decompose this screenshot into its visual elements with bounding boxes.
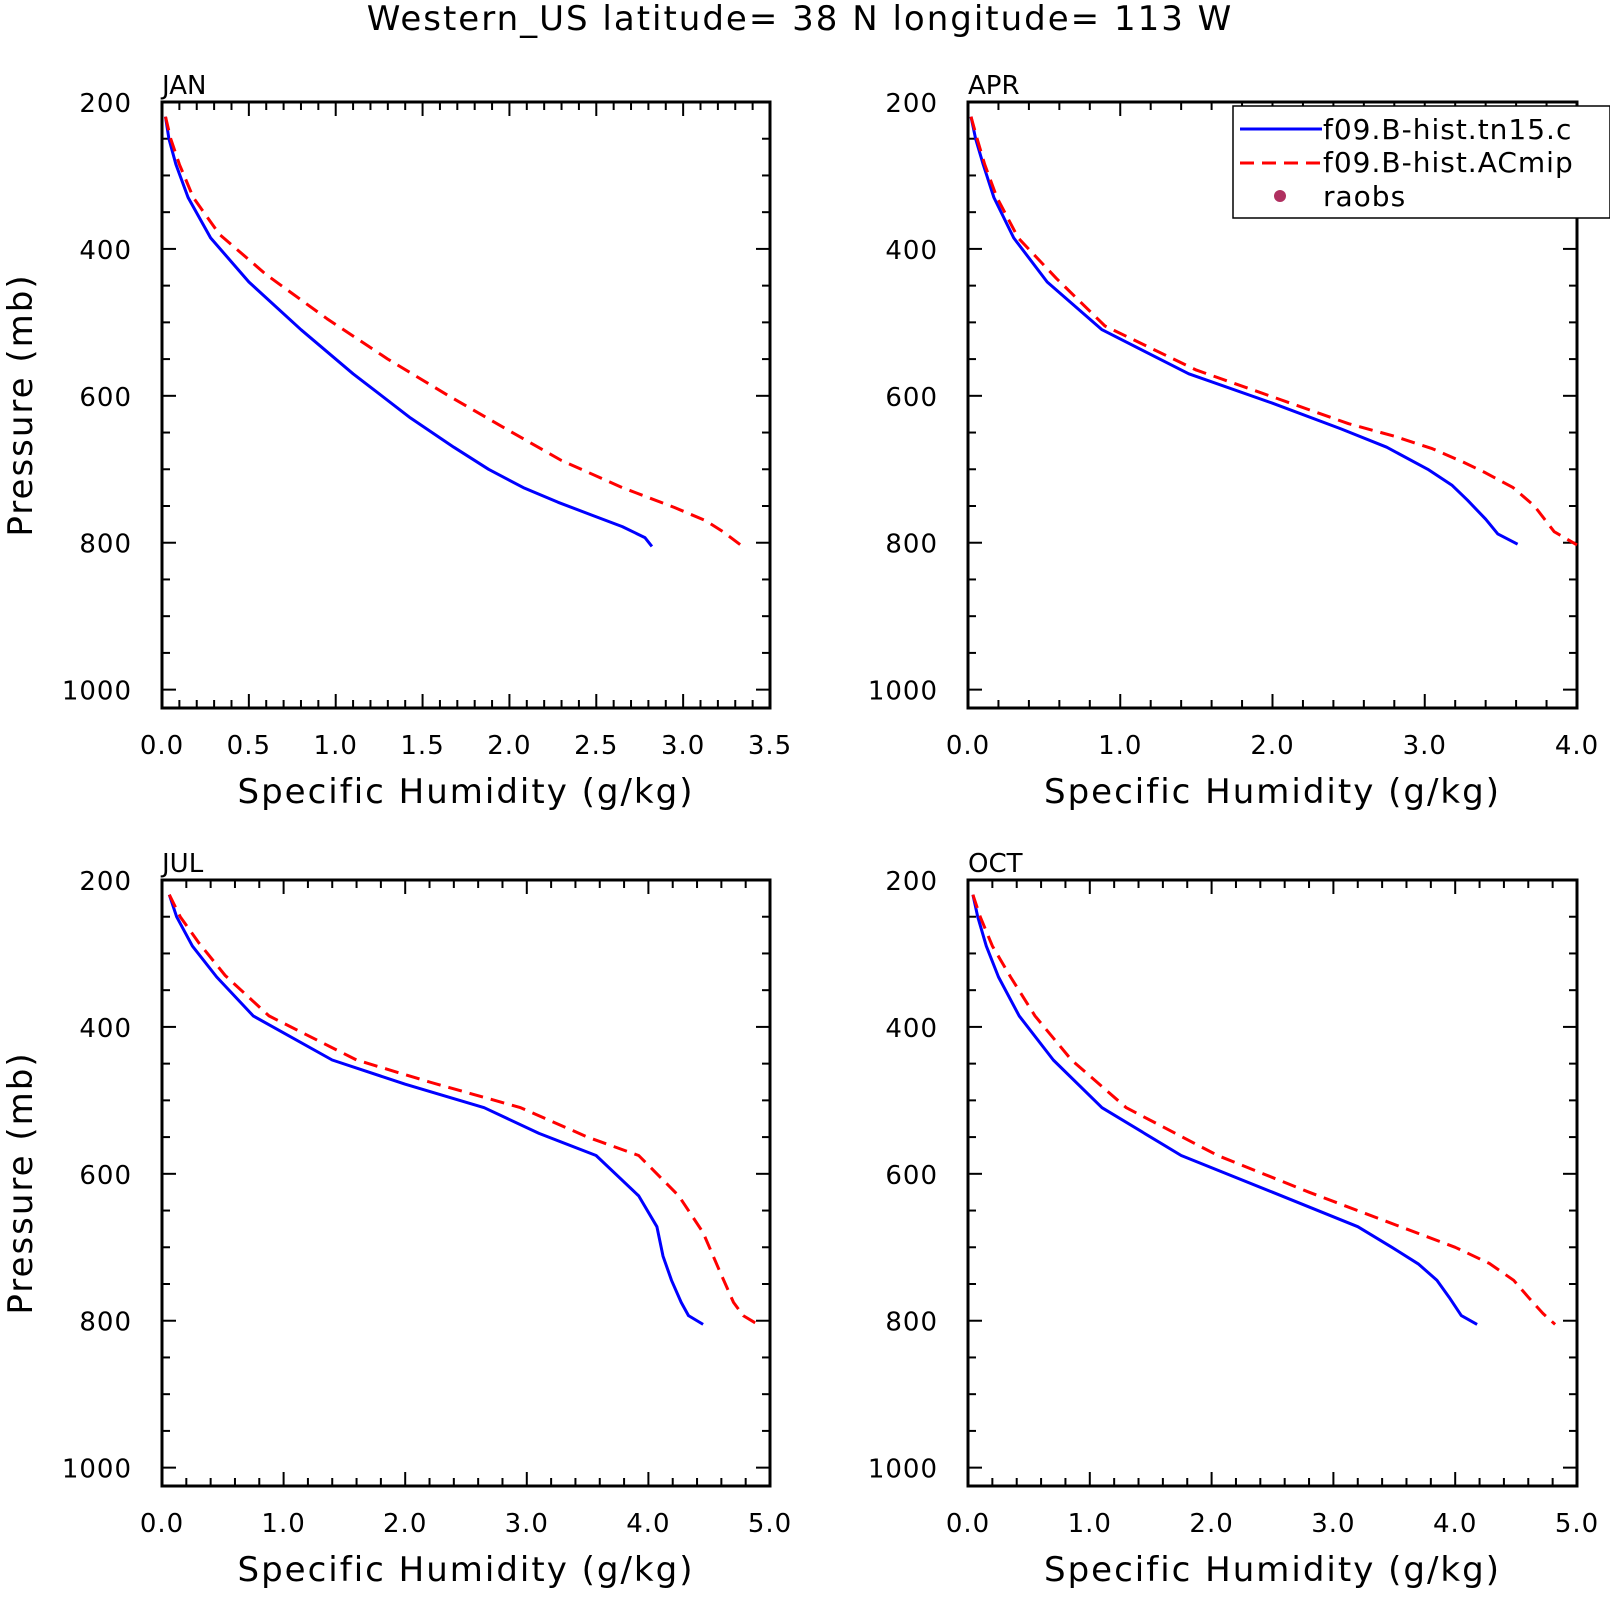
x-tick-label: 0.5 <box>227 731 271 761</box>
panel-title: JUL <box>160 849 204 879</box>
x-tick-label: 2.0 <box>487 731 531 761</box>
y-tick-label: 600 <box>885 1161 938 1191</box>
y-axis-label: Pressure (mb) <box>1 273 41 536</box>
x-tick-label: 1.0 <box>1098 731 1142 761</box>
x-axis-label: Specific Humidity (g/kg) <box>1044 1550 1501 1590</box>
x-tick-label: 2.0 <box>1189 1509 1233 1539</box>
legend-label-acmip: f09.B-hist.ACmip <box>1323 146 1574 179</box>
legend: f09.B-hist.tn15.c f09.B-hist.ACmip raobs <box>1232 105 1610 219</box>
y-tick-label: 1000 <box>62 677 132 707</box>
legend-label-raobs: raobs <box>1323 180 1406 213</box>
y-tick-label: 200 <box>79 867 132 897</box>
y-tick-label: 1000 <box>868 677 938 707</box>
series-acmip-line <box>164 116 742 547</box>
y-tick-label: 1000 <box>62 1455 132 1485</box>
series-acmip-line <box>167 894 759 1326</box>
panel-oct: OCT 0.0 1.0 2.0 3.0 4.0 5.0 200 400 600 800 1000 Spe… <box>868 849 1599 1590</box>
figure-title: Western_US latitude= 38 N longitude= 113… <box>367 0 1234 39</box>
x-axis-label: Specific Humidity (g/kg) <box>238 1550 695 1590</box>
x-tick-label: 3.0 <box>1403 731 1447 761</box>
y-tick-label: 600 <box>79 383 132 413</box>
x-tick-label: 4.0 <box>1555 731 1599 761</box>
series-tn15-line <box>969 116 1519 546</box>
x-tick-label: 5.0 <box>748 1509 792 1539</box>
y-tick-label: 600 <box>885 383 938 413</box>
plot-frame <box>966 878 1579 1488</box>
x-tick-label: 2.0 <box>383 1509 427 1539</box>
x-tick-label: 4.0 <box>626 1509 670 1539</box>
y-tick-label: 800 <box>79 1308 132 1338</box>
panel-apr: APR 0.0 1.0 2.0 3.0 4.0 200 400 600 800 1000 Specif… <box>868 71 1599 812</box>
x-tick-label: 0.0 <box>140 1509 184 1539</box>
x-tick-label: 2.5 <box>574 731 618 761</box>
x-tick-label: 1.0 <box>1068 1509 1112 1539</box>
x-tick-label: 0.0 <box>946 1509 990 1539</box>
x-tick-label: 1.5 <box>400 731 444 761</box>
series-acmip-line <box>969 116 1578 547</box>
plot-frame <box>160 100 772 710</box>
y-tick-label: 200 <box>79 89 132 119</box>
x-tick-label: 1.0 <box>314 731 358 761</box>
y-tick-label: 400 <box>885 1014 938 1044</box>
x-tick-label: 2.0 <box>1250 731 1294 761</box>
panel-title: JAN <box>160 71 206 101</box>
y-tick-label: 200 <box>885 867 938 897</box>
y-tick-label: 200 <box>885 89 938 119</box>
panel-jul: JUL 0.0 1.0 2.0 3.0 4.0 5.0 200 400 600 800 1000 Spe… <box>1 849 792 1590</box>
y-tick-label: 400 <box>79 1014 132 1044</box>
x-tick-label: 4.0 <box>1433 1509 1477 1539</box>
series-tn15-line <box>164 116 654 548</box>
x-axis-label: Specific Humidity (g/kg) <box>238 772 695 812</box>
y-tick-label: 400 <box>79 236 132 266</box>
panel-title: OCT <box>968 849 1023 879</box>
y-tick-label: 800 <box>79 530 132 560</box>
series-tn15-line <box>971 894 1478 1326</box>
y-tick-label: 600 <box>79 1161 132 1191</box>
legend-label-tn15: f09.B-hist.tn15.c <box>1323 113 1572 146</box>
x-tick-label: 1.0 <box>261 1509 305 1539</box>
x-axis-label: Specific Humidity (g/kg) <box>1044 772 1501 812</box>
x-tick-label: 3.5 <box>748 731 792 761</box>
series-acmip-line <box>971 894 1557 1326</box>
x-tick-label: 3.0 <box>661 731 705 761</box>
legend-marker-raobs <box>1274 190 1286 202</box>
x-tick-label: 3.0 <box>1311 1509 1355 1539</box>
panel-title: APR <box>968 71 1020 101</box>
panel-jan: JAN 0.0 0.5 1.0 1.5 2.0 2.5 3.0 3.5 200 400 600 800 1… <box>1 71 792 812</box>
y-tick-label: 800 <box>885 1308 938 1338</box>
y-tick-label: 800 <box>885 530 938 560</box>
y-tick-label: 1000 <box>868 1455 938 1485</box>
y-tick-label: 400 <box>885 236 938 266</box>
x-tick-label: 0.0 <box>140 731 184 761</box>
x-tick-label: 0.0 <box>946 731 990 761</box>
x-tick-label: 3.0 <box>505 1509 549 1539</box>
series-tn15-line <box>167 894 704 1326</box>
x-tick-label: 5.0 <box>1555 1509 1599 1539</box>
y-axis-label: Pressure (mb) <box>1 1051 41 1314</box>
plot-frame <box>160 878 772 1488</box>
